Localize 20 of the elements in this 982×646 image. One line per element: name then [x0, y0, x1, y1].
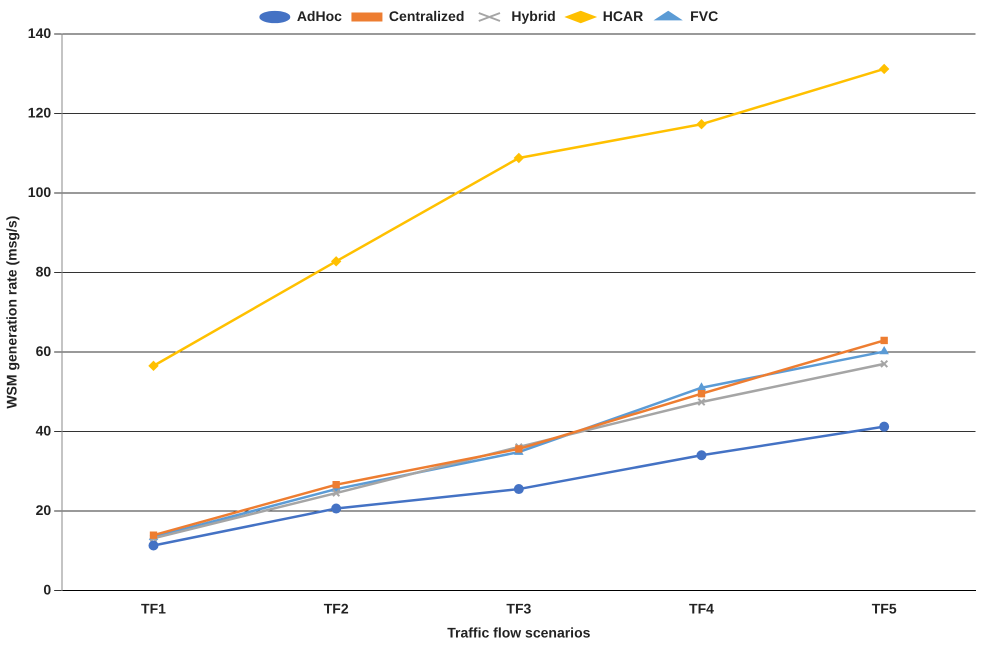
y-tick-label: 140: [28, 24, 52, 41]
legend-label: HCAR: [602, 8, 644, 24]
y-tick-label: 120: [28, 104, 52, 120]
y-tick-label: 100: [28, 184, 52, 200]
x-tick-label: TF2: [324, 600, 349, 617]
y-axis-title: WSM generation rate (msg/s): [3, 216, 20, 409]
x-tick-label: TF1: [141, 600, 166, 617]
legend-label: Hybrid: [511, 8, 556, 24]
y-tick-label: 0: [43, 581, 52, 598]
legend-label: AdHoc: [296, 8, 342, 24]
x-tick-label: TF4: [689, 600, 714, 617]
y-tick-label: 20: [36, 502, 52, 518]
legend-label: Centralized: [388, 8, 464, 24]
y-tick-label: 80: [36, 263, 52, 280]
y-tick-label: 40: [36, 422, 52, 438]
x-tick-label: TF3: [506, 600, 532, 617]
x-tick-label: TF5: [872, 600, 897, 617]
legend-label: FVC: [690, 8, 718, 24]
y-tick-label: 60: [36, 342, 52, 359]
x-axis-title: Traffic flow scenarios: [447, 624, 591, 640]
